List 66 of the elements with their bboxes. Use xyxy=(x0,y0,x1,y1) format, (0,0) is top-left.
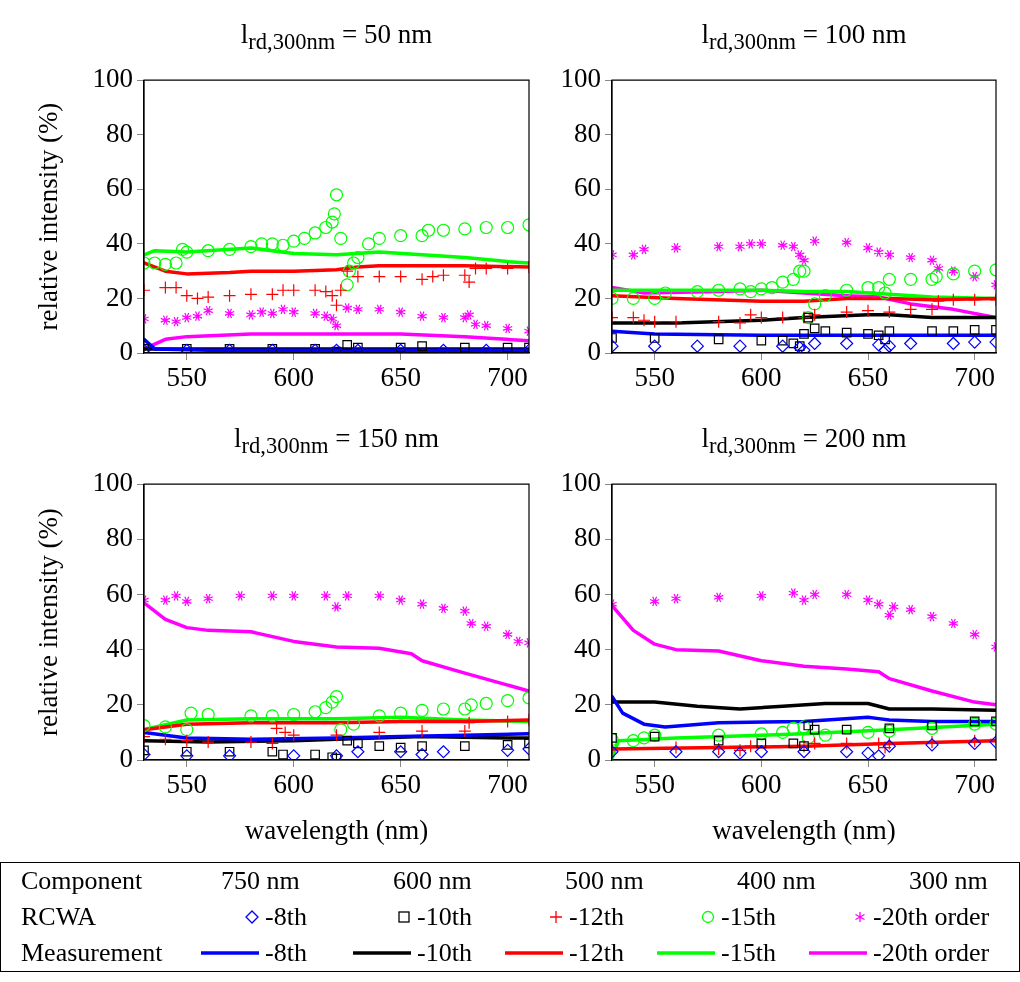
legend-label: -15th xyxy=(721,902,776,932)
x-tick-label: 550 xyxy=(634,362,675,393)
x-tick-label: 550 xyxy=(634,769,675,800)
y-tick-label: 100 xyxy=(92,63,133,94)
legend-label: -20th order xyxy=(873,938,990,968)
x-tick-label: 650 xyxy=(847,769,889,800)
x-tick-label: 700 xyxy=(954,769,995,800)
y-tick-label: 60 xyxy=(574,172,601,203)
legend-label: -10th xyxy=(417,938,472,968)
y-tick-label: 100 xyxy=(92,467,133,498)
x-tick-label: 650 xyxy=(847,362,889,393)
text: 750 nm xyxy=(220,866,301,896)
legend-label: -20th order xyxy=(873,902,990,932)
y-tick-label: 20 xyxy=(106,687,133,718)
text: 600 nm xyxy=(392,866,473,896)
x-tick-label: 600 xyxy=(273,362,314,393)
y-tick-label: 40 xyxy=(106,226,133,257)
x-tick-label: 600 xyxy=(273,769,314,800)
x-tick-label: 650 xyxy=(380,769,421,800)
x-tick-label: 550 xyxy=(166,769,208,800)
legend-label: -12th xyxy=(569,902,624,932)
x-tick-label: 550 xyxy=(166,362,208,393)
legend-title: Component xyxy=(20,866,144,896)
y-tick-label: 0 xyxy=(587,743,601,774)
y-tick-label: 60 xyxy=(106,577,133,608)
chart-title: l$_{rd,300nm}$ = 100 nm xyxy=(700,18,908,57)
text: RCWA xyxy=(20,902,98,932)
y-tick-label: 100 xyxy=(560,63,601,94)
y-tick-label: 0 xyxy=(587,336,601,367)
x-axis-title: wavelength (nm) xyxy=(712,814,896,845)
text: 500 nm xyxy=(564,866,645,896)
legend-label: -15th xyxy=(721,938,776,968)
x-axis-title: wavelength (nm) xyxy=(244,814,429,845)
y-tick-label: 0 xyxy=(119,336,133,367)
legend-label: -12th xyxy=(569,938,624,968)
y-tick-label: 20 xyxy=(574,281,601,312)
x-tick-label: 600 xyxy=(741,362,782,393)
y-tick-label: 40 xyxy=(574,226,601,257)
y-tick-label: 60 xyxy=(574,577,601,608)
y-tick-label: 80 xyxy=(574,522,601,553)
text: 300 nm xyxy=(908,866,989,896)
y-tick-label: 20 xyxy=(106,281,133,312)
legend-label: -8th xyxy=(265,938,307,968)
y-axis-title: relative intensity (%) xyxy=(33,508,64,737)
text: 400 nm xyxy=(736,866,817,896)
text: Measurement xyxy=(20,938,164,968)
x-tick-label: 700 xyxy=(954,362,995,393)
y-tick-label: 20 xyxy=(574,687,601,718)
chart-title: l$_{rd,300nm}$ = 50 nm xyxy=(239,18,434,57)
y-tick-label: 60 xyxy=(106,172,133,203)
y-tick-label: 80 xyxy=(106,117,133,148)
y-axis-title: relative intensity (%) xyxy=(33,102,64,331)
y-tick-label: 40 xyxy=(106,632,133,663)
y-tick-label: 80 xyxy=(574,117,601,148)
x-tick-label: 700 xyxy=(487,769,528,800)
legend-label: -8th xyxy=(265,902,307,932)
y-tick-label: 80 xyxy=(106,522,133,553)
y-tick-label: 0 xyxy=(119,743,133,774)
chart-title: l$_{rd,300nm}$ = 150 nm xyxy=(233,422,440,461)
x-tick-label: 600 xyxy=(741,769,782,800)
chart-title: l$_{rd,300nm}$ = 200 nm xyxy=(700,422,908,461)
x-tick-label: 700 xyxy=(487,362,528,393)
legend-label: -10th xyxy=(417,902,472,932)
y-tick-label: 100 xyxy=(560,467,601,498)
y-tick-label: 40 xyxy=(574,632,601,663)
x-tick-label: 650 xyxy=(380,362,421,393)
